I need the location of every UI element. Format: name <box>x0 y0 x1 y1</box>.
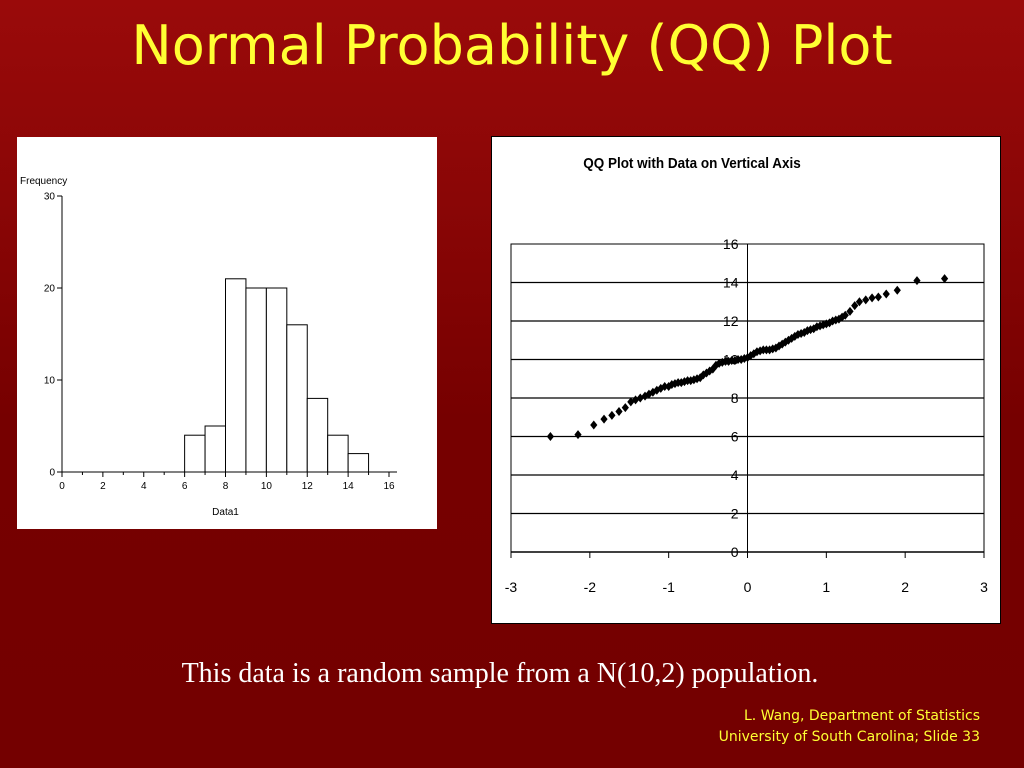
histogram-bar <box>225 278 247 473</box>
data-point <box>753 347 761 357</box>
data-point <box>882 289 890 299</box>
histogram-chart: Frequency 0 10 20 30 0 2 4 6 8 10 12 14 16 Data1 <box>20 176 397 518</box>
data-point <box>781 337 789 347</box>
y-tick-label: 2 <box>731 506 739 522</box>
x-tick-label: 4 <box>141 481 147 492</box>
data-point <box>574 430 582 440</box>
y-tick-label: 30 <box>44 192 56 203</box>
data-point <box>608 410 616 420</box>
histogram-bar <box>265 287 288 473</box>
x-tick-label: 2 <box>100 481 106 492</box>
x-tick-label: 6 <box>182 481 188 492</box>
data-point <box>699 370 707 380</box>
y-tick-label: 6 <box>731 429 739 445</box>
data-point <box>868 293 876 303</box>
y-tick-label: 12 <box>723 313 739 329</box>
x-tick-label: 12 <box>302 481 314 492</box>
x-tick-label: -3 <box>505 579 518 595</box>
data-point <box>838 312 846 322</box>
data-point <box>813 322 821 332</box>
x-axis-label: Data1 <box>212 507 239 518</box>
data-point <box>731 355 739 365</box>
data-point <box>702 368 711 378</box>
x-tick-label: 3 <box>980 579 988 595</box>
data-point <box>653 385 661 395</box>
data-point <box>862 295 870 305</box>
x-tick-label: -2 <box>584 579 597 595</box>
slide-caption: This data is a random sample from a N(10… <box>181 658 819 689</box>
data-point <box>816 321 824 331</box>
qq-plot-chart: QQ Plot with Data on Vertical Axis 0 2 4 6 8 1… <box>505 155 988 595</box>
data-point <box>846 306 854 316</box>
footer-university-line: University of South Carolina; Slide 33 <box>718 729 980 745</box>
data-point <box>769 344 777 354</box>
data-point <box>893 285 901 295</box>
histogram-bar <box>184 434 206 473</box>
histogram-bar <box>306 397 329 473</box>
data-point <box>797 329 805 339</box>
data-point <box>810 324 818 334</box>
data-point <box>851 301 859 311</box>
slide-footer: L. Wang, Department of Statistics Univer… <box>719 706 980 748</box>
data-point <box>819 320 827 330</box>
histogram-bar <box>245 287 267 473</box>
y-tick-label: 20 <box>44 284 56 295</box>
y-tick-label: 0 <box>731 544 739 560</box>
footer-author-line: L. Wang, Department of Statistics <box>744 708 980 724</box>
histogram-bar <box>286 324 308 473</box>
data-point <box>913 276 921 286</box>
y-tick-label: 4 <box>731 467 739 483</box>
data-point <box>671 379 679 389</box>
data-point <box>940 274 949 284</box>
data-point <box>600 414 608 424</box>
data-point <box>765 345 774 355</box>
y-tick-label: 14 <box>723 275 739 291</box>
x-tick-label: 16 <box>383 481 395 492</box>
x-tick-label: 14 <box>343 481 355 492</box>
x-tick-label: 1 <box>822 579 830 595</box>
data-point <box>825 318 834 328</box>
data-point <box>794 329 802 339</box>
data-point <box>724 356 733 366</box>
data-point <box>800 328 808 338</box>
histogram-bar <box>327 434 349 473</box>
x-tick-label: 10 <box>261 481 273 492</box>
y-tick-label: 0 <box>49 468 55 479</box>
qq-plot-panel: QQ Plot with Data on Vertical Axis 0 2 4 6 8 1… <box>491 136 1001 624</box>
y-axis-label: Frequency <box>20 176 67 187</box>
data-point <box>590 420 598 430</box>
data-point <box>841 310 849 320</box>
x-tick-label: 2 <box>901 579 909 595</box>
y-tick-label: 10 <box>44 376 56 387</box>
data-point <box>874 292 882 302</box>
y-tick-label: 16 <box>723 236 739 252</box>
x-tick-label: 8 <box>223 481 229 492</box>
data-point <box>546 432 555 441</box>
data-point <box>615 406 623 416</box>
x-tick-label: -1 <box>662 579 675 595</box>
data-point <box>822 319 830 329</box>
y-tick-label: 8 <box>731 390 739 406</box>
x-tick-label: 0 <box>59 481 65 492</box>
data-point <box>621 403 629 413</box>
x-tick-label: 0 <box>744 579 752 595</box>
histogram-bar <box>347 453 370 473</box>
histogram-panel: Frequency 0 10 20 30 0 2 4 6 8 10 12 14 16 Data1 <box>17 137 437 529</box>
slide-title: Normal Probability (QQ) Plot <box>131 14 893 77</box>
data-point <box>750 349 758 359</box>
chart-title: QQ Plot with Data on Vertical Axis <box>583 155 801 172</box>
data-point <box>855 297 864 307</box>
data-point <box>788 333 796 343</box>
data-point <box>791 331 799 341</box>
histogram-bar <box>204 425 226 473</box>
data-point <box>641 391 649 401</box>
data-point <box>756 346 764 356</box>
data-point <box>718 357 726 367</box>
